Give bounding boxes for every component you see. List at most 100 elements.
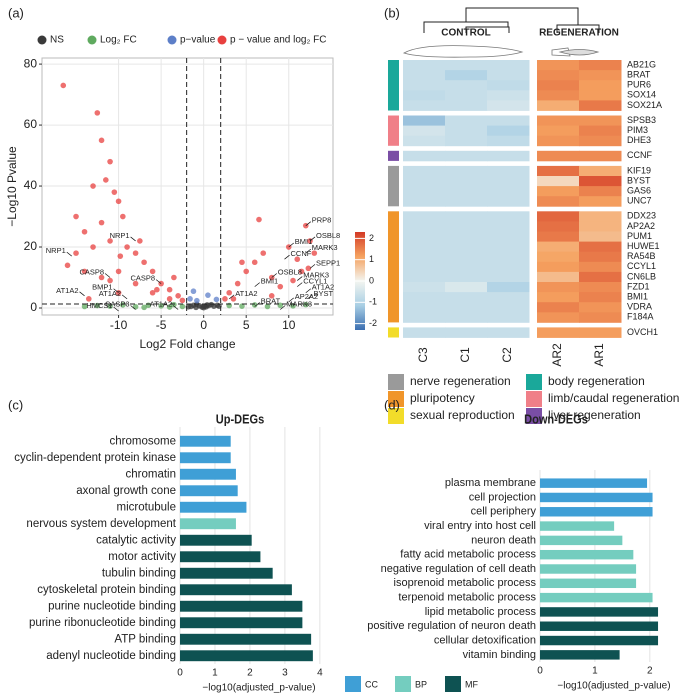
heatmap-cell bbox=[403, 261, 446, 273]
point bbox=[166, 296, 173, 302]
annotation-leader bbox=[130, 236, 136, 242]
gene-label: AB21G bbox=[627, 59, 656, 69]
point bbox=[179, 303, 186, 310]
annotation: AT1A2 bbox=[312, 283, 334, 292]
point bbox=[234, 280, 241, 287]
heatmap-cell bbox=[487, 125, 530, 137]
heatmap-cell bbox=[537, 100, 580, 111]
heatmap-cell bbox=[445, 196, 488, 207]
bar bbox=[180, 650, 313, 662]
heatmap-cell bbox=[403, 221, 446, 232]
heatmap-cell bbox=[403, 196, 446, 207]
heatmap-cell bbox=[445, 327, 488, 338]
point bbox=[98, 219, 105, 226]
heatmap-cell bbox=[403, 60, 446, 71]
point bbox=[294, 256, 301, 263]
heatmap-cell bbox=[403, 186, 446, 197]
point bbox=[81, 228, 88, 235]
annotation: BYST bbox=[313, 289, 333, 298]
heatmap-cell bbox=[579, 115, 622, 126]
gene-label: CN6LB bbox=[627, 271, 656, 281]
annotation: AP2A2 bbox=[295, 292, 318, 301]
y-tick-label: fatty acid metabolic process bbox=[400, 549, 536, 561]
annotation: CASP3 bbox=[105, 299, 130, 308]
y-tick-label: vitamin binding bbox=[463, 649, 536, 661]
heatmap-cell bbox=[579, 261, 622, 273]
heatmap-cell bbox=[445, 251, 488, 263]
point bbox=[81, 268, 88, 275]
point bbox=[98, 274, 105, 281]
heatmap-cell bbox=[537, 211, 580, 222]
bar bbox=[540, 578, 637, 589]
heatmap-cell bbox=[487, 241, 530, 253]
legend-marker bbox=[37, 35, 47, 45]
legend-label: Log₂ FC bbox=[100, 35, 137, 46]
bar bbox=[540, 592, 653, 603]
heatmap-cell bbox=[487, 251, 530, 263]
heatmap-cell bbox=[537, 150, 580, 162]
gene-label: HUWE1 bbox=[627, 241, 660, 251]
annotation: NRP1 bbox=[110, 231, 130, 240]
legend-label: p − value and log₂ FC bbox=[230, 35, 326, 46]
point bbox=[187, 296, 193, 302]
y-tick-label: microtubule bbox=[117, 501, 176, 513]
heatmap-cell bbox=[537, 251, 580, 263]
heatmap-cell bbox=[487, 135, 530, 147]
x-axis-label: −log10(adjusted_p-value) bbox=[557, 681, 670, 692]
point bbox=[132, 250, 139, 256]
heatmap-cell bbox=[537, 125, 580, 137]
heatmap-cell bbox=[487, 312, 530, 323]
point bbox=[260, 250, 267, 256]
y-tick-label: positive regulation of neuron death bbox=[367, 620, 536, 632]
heatmap-cell bbox=[445, 241, 488, 253]
heatmap-cell bbox=[579, 251, 622, 263]
point bbox=[111, 189, 118, 195]
heatmap-cell bbox=[445, 312, 488, 323]
legend-marker bbox=[167, 35, 177, 45]
annotation-leader bbox=[104, 273, 111, 278]
x-tick-label: 0 bbox=[177, 668, 183, 679]
legend-swatch bbox=[395, 676, 411, 692]
dendro-top bbox=[465, 7, 579, 25]
heatmap-cell bbox=[487, 221, 530, 232]
heatmap-cell bbox=[487, 271, 530, 283]
x-tick-label: 10 bbox=[282, 318, 296, 332]
legend-swatch bbox=[388, 374, 404, 390]
point bbox=[94, 110, 101, 116]
heatmap-cell bbox=[537, 135, 580, 147]
heatmap-cell bbox=[445, 282, 488, 293]
annotation: AT1A2 bbox=[235, 289, 257, 298]
legend-label: pluripotency bbox=[410, 391, 475, 405]
y-tick-label: adenyl nucleotide binding bbox=[46, 650, 176, 662]
y-tick-label: 20 bbox=[24, 239, 38, 253]
point bbox=[268, 292, 275, 299]
row-group-bar bbox=[388, 165, 399, 207]
heatmap-cell bbox=[487, 100, 530, 111]
heatmap-cell bbox=[403, 292, 446, 303]
annotation-leader bbox=[305, 221, 311, 226]
worm-icons bbox=[402, 45, 600, 58]
bar bbox=[540, 650, 620, 660]
bar bbox=[180, 468, 236, 480]
y-tick-label: motor activity bbox=[108, 551, 176, 563]
bar bbox=[540, 621, 659, 631]
heatmap-cell bbox=[579, 271, 622, 283]
bar bbox=[540, 521, 615, 531]
point bbox=[137, 238, 143, 244]
heatmap-cell bbox=[579, 150, 622, 162]
heatmap-cell bbox=[579, 100, 622, 111]
annotation-leader bbox=[307, 294, 313, 300]
annotation-leader bbox=[305, 248, 311, 254]
heatmap-cell bbox=[579, 90, 622, 101]
annotation: HMCS1 bbox=[86, 301, 112, 310]
x-tick-label: -5 bbox=[156, 318, 167, 332]
gene-label: SPSB3 bbox=[627, 115, 656, 125]
heatmap-cell bbox=[403, 165, 446, 177]
point bbox=[251, 259, 258, 266]
x-axis-label: Log2 Fold change bbox=[139, 337, 235, 351]
legend-swatch bbox=[445, 676, 461, 692]
annotation-leader bbox=[113, 306, 119, 312]
chart-title: Down-DEGs bbox=[524, 412, 588, 427]
point bbox=[193, 304, 199, 311]
bar bbox=[180, 584, 292, 596]
